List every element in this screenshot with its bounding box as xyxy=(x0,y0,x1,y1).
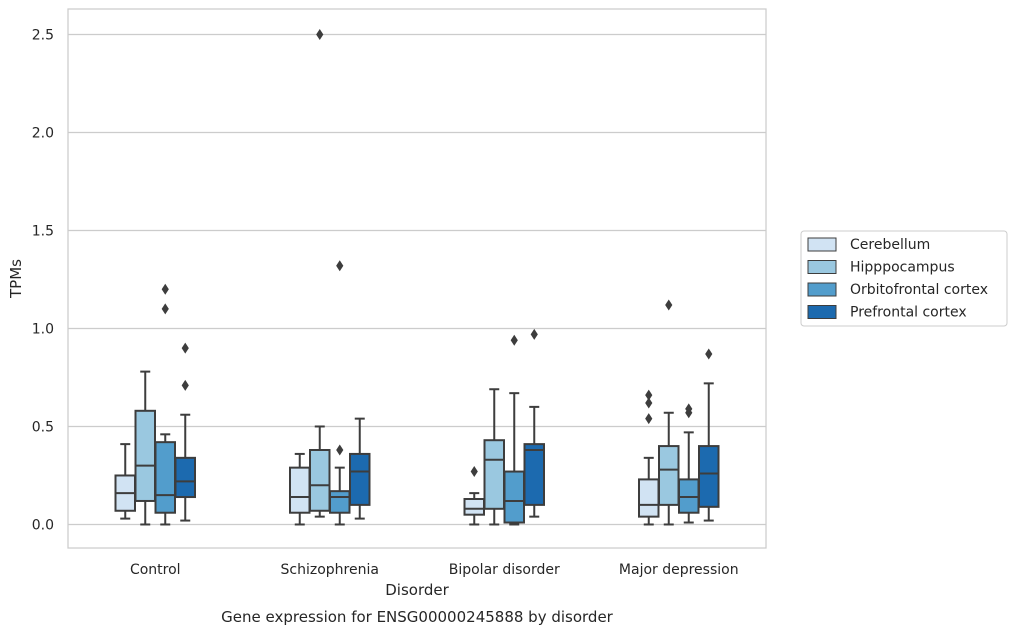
outlier-point xyxy=(665,299,673,311)
box xyxy=(154,283,176,526)
x-tick-label: Bipolar disorder xyxy=(449,562,560,578)
outlier-point xyxy=(530,328,538,340)
y-tick-label: 1.5 xyxy=(32,223,54,239)
legend-label: Cerebellum xyxy=(850,237,930,253)
legend-swatch xyxy=(807,237,837,252)
legend-item: Orbitofrontal cortex xyxy=(807,282,988,298)
box xyxy=(638,389,660,526)
box xyxy=(289,452,311,526)
plot-frame xyxy=(67,8,767,549)
legend-swatch xyxy=(807,260,837,274)
iqr-box xyxy=(289,466,311,514)
iqr-box xyxy=(309,449,331,512)
outlier-point xyxy=(336,260,344,272)
outlier-point xyxy=(645,397,653,409)
legend-swatch xyxy=(807,282,837,297)
x-tick-label: Major depression xyxy=(619,562,739,578)
x-tick-label: Control xyxy=(130,562,181,578)
series-cerebellum xyxy=(114,389,660,526)
outlier-point xyxy=(645,413,653,425)
outlier-point xyxy=(181,379,189,391)
outlier-point xyxy=(336,444,344,456)
chart-caption: Gene expression for ENSG00000245888 by d… xyxy=(221,608,614,626)
outlier-point xyxy=(470,466,478,478)
y-tick-label: 0.5 xyxy=(32,419,54,435)
series-orbitofrontal-cortex xyxy=(154,260,700,526)
iqr-box xyxy=(134,409,156,502)
iqr-box xyxy=(463,498,485,516)
box xyxy=(523,328,545,518)
iqr-box xyxy=(154,441,176,514)
legend-item: Cerebellum xyxy=(807,237,930,253)
y-tick-label: 2.0 xyxy=(32,125,54,141)
outlier-point xyxy=(510,334,518,346)
outlier-point xyxy=(645,389,653,401)
legend-label: Hipppocampus xyxy=(850,260,955,276)
legend-label: Orbitofrontal cortex xyxy=(850,282,988,298)
box xyxy=(134,370,156,526)
y-tick-label: 0.0 xyxy=(32,517,54,533)
box xyxy=(483,388,505,526)
iqr-box xyxy=(483,439,505,510)
iqr-box xyxy=(329,490,351,514)
series-hipppocampus xyxy=(134,28,680,526)
box xyxy=(698,348,720,522)
outlier-point xyxy=(705,348,713,360)
box xyxy=(349,417,371,520)
legend: Cerebellum Hipppocampus Orbitofrontal cort… xyxy=(800,230,1008,327)
legend-swatch xyxy=(807,305,837,319)
legend-item: Prefrontal cortex xyxy=(807,305,967,321)
iqr-box xyxy=(658,445,680,506)
outlier-point xyxy=(316,28,324,40)
x-axis-label: Disorder xyxy=(385,581,449,599)
box xyxy=(114,443,136,520)
box-series xyxy=(114,28,720,526)
iqr-box xyxy=(349,452,371,506)
x-axis-ticks: Control Schizophrenia Bipolar disorder Majo… xyxy=(130,562,739,578)
box xyxy=(463,466,485,526)
box xyxy=(309,28,331,518)
box xyxy=(329,260,351,526)
legend-frame xyxy=(800,230,1008,327)
box xyxy=(678,403,700,524)
outlier-point xyxy=(685,403,693,415)
box xyxy=(174,342,196,522)
outlier-point xyxy=(181,342,189,354)
iqr-box xyxy=(698,445,720,508)
outlier-point xyxy=(161,303,169,315)
iqr-box xyxy=(638,478,660,518)
y-axis-label: TPMs xyxy=(7,259,25,299)
x-tick-label: Schizophrenia xyxy=(281,562,379,578)
box xyxy=(503,334,525,526)
legend-label: Prefrontal cortex xyxy=(850,305,967,321)
outlier-point xyxy=(161,283,169,295)
iqr-box xyxy=(174,456,196,499)
y-axis-ticks: 0.0 0.5 1.0 1.5 2.0 2.5 xyxy=(32,27,54,533)
iqr-box xyxy=(523,443,545,506)
legend-item: Hipppocampus xyxy=(807,260,955,276)
iqr-box xyxy=(503,470,525,524)
y-tick-label: 1.0 xyxy=(32,321,54,337)
box xyxy=(658,299,680,526)
series-prefrontal-cortex xyxy=(174,328,720,522)
y-tick-label: 2.5 xyxy=(32,27,54,43)
